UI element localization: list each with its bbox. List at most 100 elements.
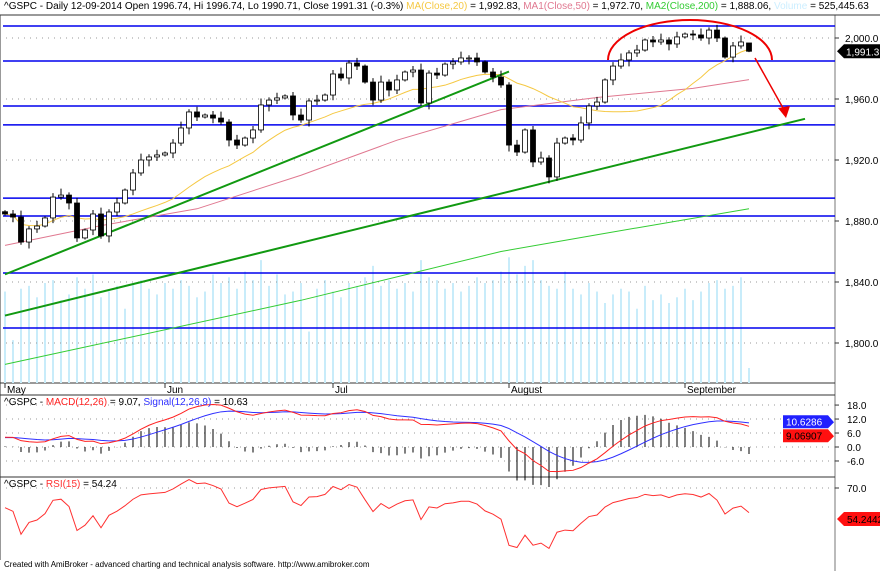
candle-body — [194, 111, 200, 118]
candle-body — [122, 189, 128, 204]
candle-body — [546, 157, 552, 178]
macd-label: MACD(12,26) — [45, 397, 108, 408]
candle-body — [226, 121, 232, 141]
volume-bar — [508, 257, 510, 383]
candle — [18, 210, 24, 245]
candle — [450, 57, 456, 70]
candle-body — [346, 62, 352, 79]
volume-bar — [700, 291, 702, 383]
candle-body — [138, 159, 144, 174]
candle-body — [298, 114, 304, 121]
candle-body — [618, 59, 624, 67]
volume-bar — [372, 265, 374, 383]
volume-bar — [564, 271, 566, 383]
candle — [98, 207, 104, 239]
candle-body — [730, 45, 736, 58]
macd-badge — [783, 429, 834, 443]
candle-body — [498, 76, 504, 86]
macd-badge-label: 9.06907 — [786, 432, 823, 443]
volume-bar — [420, 260, 422, 383]
ma20-label: MA(Close,20) — [406, 1, 468, 12]
candle — [226, 119, 232, 147]
volume-bar — [284, 294, 286, 383]
candle — [138, 153, 144, 176]
candle-body — [210, 114, 216, 119]
footer-credit: Created with AmiBroker - advanced charti… — [4, 560, 370, 569]
candle — [738, 35, 744, 49]
price-panel-header: ^GSPC - Daily 12-09-2014 Open 1996.74, H… — [4, 1, 869, 12]
volume-bar — [692, 300, 694, 383]
ma200-label: MA2(Close,200) — [645, 1, 719, 12]
ma20-value: = 1,992.83, — [467, 1, 524, 12]
candle — [114, 197, 120, 216]
volume-bar — [460, 291, 462, 383]
candle-body — [114, 202, 120, 213]
signal-badge-label: 10.6286 — [786, 418, 823, 429]
candle-body — [170, 142, 176, 154]
candle-body — [738, 41, 744, 47]
candle — [186, 109, 192, 135]
candle-body — [154, 154, 160, 158]
candle — [50, 193, 56, 224]
ma200-value: = 1,888.06, — [718, 1, 774, 12]
volume-bar — [492, 280, 494, 383]
candle — [42, 216, 48, 228]
candle-body — [666, 39, 672, 45]
ma200-line — [4, 208, 750, 365]
date-label: August — [511, 385, 542, 396]
candle-body — [26, 228, 32, 243]
candle-body — [682, 33, 688, 38]
candle — [154, 149, 160, 161]
candle — [434, 67, 440, 80]
volume-bar — [364, 277, 366, 383]
volume-bar — [500, 271, 502, 383]
volume-bar — [732, 285, 734, 383]
candle — [306, 98, 312, 127]
trendline — [4, 117, 806, 317]
candle — [586, 103, 592, 130]
candle — [498, 70, 504, 88]
candle — [106, 209, 112, 243]
candle — [290, 91, 296, 121]
date-label: May — [7, 385, 26, 396]
candle — [250, 125, 256, 144]
down-arrow-shaft — [754, 57, 784, 109]
candle-body — [234, 139, 240, 146]
candle — [234, 134, 240, 150]
price-tick-label: 1,800.0 — [845, 339, 879, 350]
candle-body — [722, 37, 728, 58]
candle-body — [58, 194, 64, 198]
candle-body — [82, 229, 88, 239]
candle — [74, 197, 80, 242]
candle — [10, 210, 16, 223]
date-label: Jun — [167, 385, 183, 396]
candle-body — [394, 79, 400, 91]
candle — [66, 192, 72, 210]
candle — [26, 226, 32, 249]
ma50-label: MA1(Close,50) — [523, 1, 590, 12]
candle-body — [274, 97, 280, 101]
candle — [170, 139, 176, 159]
volume-bar — [548, 285, 550, 383]
candle-body — [42, 217, 48, 227]
candle — [426, 70, 432, 110]
last-price-label: 1,991.31 — [846, 47, 880, 58]
volume-bar — [428, 277, 430, 383]
candle — [82, 228, 88, 240]
candle — [714, 24, 720, 42]
candle — [58, 188, 64, 200]
volume-bar — [260, 260, 262, 383]
volume-bar — [412, 291, 414, 383]
volume-bar — [532, 260, 534, 383]
candle — [506, 82, 512, 152]
candle-body — [554, 142, 560, 178]
volume-bar — [228, 277, 230, 383]
candle — [666, 37, 672, 51]
candle-body — [258, 104, 264, 131]
candle-body — [10, 213, 16, 218]
candle-body — [562, 137, 568, 144]
candle-body — [186, 111, 192, 129]
volume-bar — [116, 285, 118, 383]
volume-bar — [52, 280, 54, 383]
